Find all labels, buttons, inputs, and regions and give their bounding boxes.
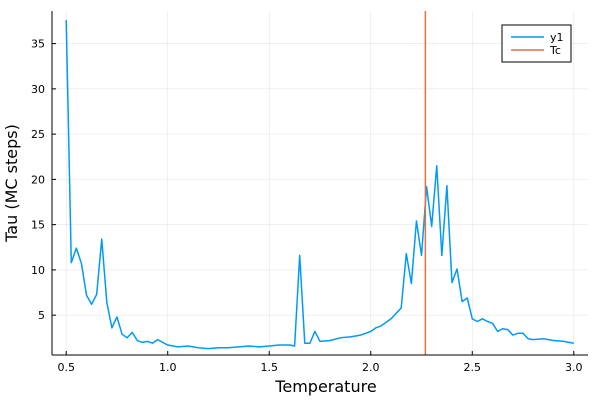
y-tick-label: 30 [31,83,45,96]
series-line-y1 [65,20,574,350]
x-axis-title: Temperature [274,377,376,396]
y-tick-label: 10 [31,264,45,277]
legend-label-y1: y1 [550,31,564,44]
tick-label-layer: 0.5 1.0 1.5 2.0 2.5 3.0 5 10 15 20 25 30 35 [31,38,583,374]
x-tick-label: 1.5 [260,361,278,374]
y-tick-label: 35 [31,38,45,51]
legend-box [501,24,572,63]
x-tick-label: 0.5 [57,361,75,374]
legend-label-tc: Tc [549,44,561,57]
x-tick-label: 2.0 [362,361,380,374]
axis-layer [51,11,588,356]
legend: y1 Tc [501,24,572,63]
x-tick-label: 1.0 [159,361,177,374]
y-axis-title: Tau (MC steps) [2,124,21,243]
y-tick-label: 25 [31,128,45,141]
y-tick-label: 20 [31,173,45,186]
x-tick-label: 3.0 [565,361,583,374]
y-tick-label: 5 [38,309,45,322]
y-tick-label: 15 [31,219,45,232]
x-tick-label: 2.5 [464,361,482,374]
series-layer [65,11,574,355]
grid-layer [52,11,588,355]
